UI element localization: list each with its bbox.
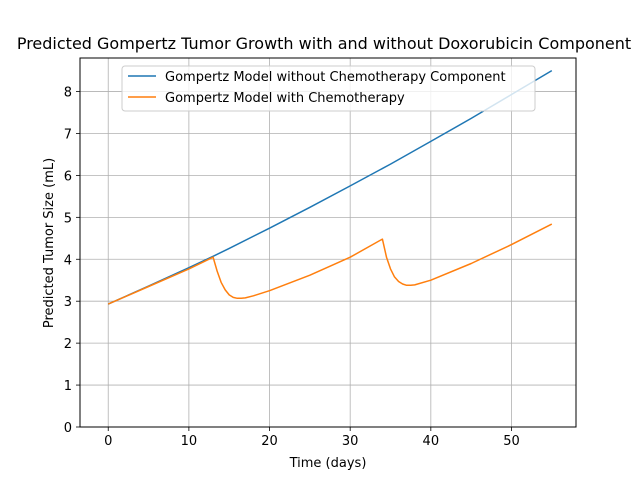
- y-tick-label: 6: [64, 169, 72, 184]
- x-tick-label: 50: [503, 434, 520, 449]
- y-axis-title: Predicted Tumor Size (mL): [42, 158, 57, 328]
- x-tick-label: 0: [104, 434, 112, 449]
- y-tick-label: 7: [64, 127, 72, 142]
- y-tick-label: 0: [64, 421, 72, 436]
- y-tick-label: 2: [64, 337, 72, 352]
- ticks: 0 10 20 30 40 50 0 1 2 3 4 5 6 7 8: [64, 86, 520, 449]
- x-tick-label: 20: [261, 434, 278, 449]
- legend-label-chemo: Gompertz Model with Chemotherapy: [165, 91, 405, 106]
- legend-label-no-chemo: Gompertz Model without Chemotherapy Comp…: [165, 70, 506, 85]
- x-axis-title: Time (days): [289, 456, 367, 471]
- y-tick-label: 8: [64, 86, 72, 101]
- chart-title: Predicted Gompertz Tumor Growth with and…: [17, 34, 631, 53]
- series-line-chemo: [107, 223, 553, 305]
- x-tick-label: 30: [342, 434, 359, 449]
- plot-frame: [79, 57, 577, 428]
- y-tick-label: 4: [64, 253, 72, 268]
- x-tick-label: 40: [423, 434, 440, 449]
- y-tick-label: 1: [64, 379, 72, 394]
- y-tick-label: 3: [64, 295, 72, 310]
- series-line-no-chemo: [107, 69, 553, 305]
- x-tick-label: 10: [181, 434, 198, 449]
- plot-lines: [107, 69, 553, 305]
- legend: Gompertz Model without Chemotherapy Comp…: [121, 65, 536, 112]
- legend-box: [121, 65, 536, 112]
- y-tick-label: 5: [64, 211, 72, 226]
